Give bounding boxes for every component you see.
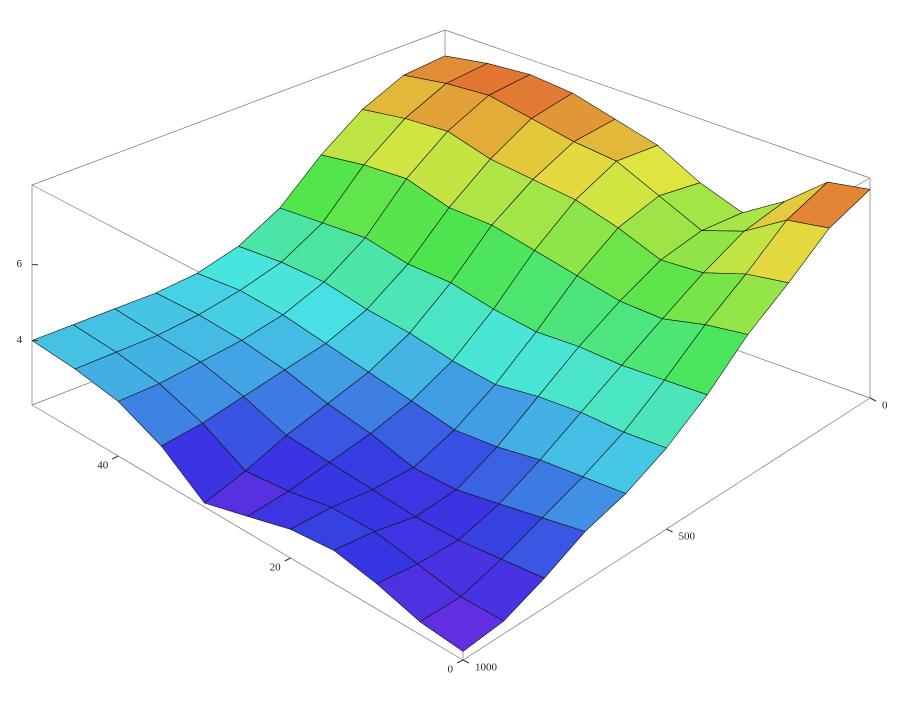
x-tick-label: 500 [679,531,696,543]
surface-cell [419,596,505,652]
box-edge [31,29,446,186]
z-tick-label: 6 [17,258,23,270]
box-edge [444,29,871,179]
x-tick [666,528,673,533]
y-tick-label: 40 [97,460,109,472]
box-edge [31,404,464,661]
z-tick-label: 4 [17,334,23,346]
y-tick [284,557,291,562]
x-tick-label: 1000 [475,662,498,674]
y-tick-label: 20 [270,562,282,574]
y-tick [111,455,119,460]
x-tick [462,659,470,664]
x-tick [869,397,877,402]
y-tick-label: 0 [448,664,454,676]
x-tick-label: 0 [882,400,888,412]
y-tick [456,659,464,664]
